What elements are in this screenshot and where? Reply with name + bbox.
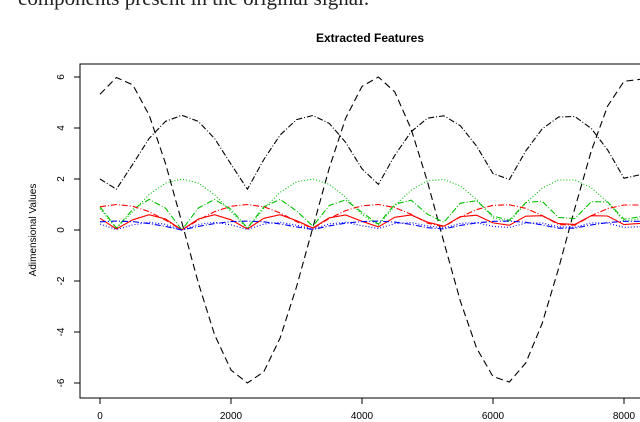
x-tick-label: 8000 bbox=[613, 411, 636, 422]
y-axis-label: Adimensional Values bbox=[28, 184, 39, 277]
y-tick-label: 0 bbox=[56, 227, 67, 233]
plot-frame bbox=[79, 63, 640, 399]
caption-fragment: components present in the original signa… bbox=[18, 0, 369, 11]
series-line-1 bbox=[99, 76, 640, 384]
series-line-4 bbox=[99, 198, 640, 231]
x-tick-label: 4000 bbox=[351, 411, 374, 422]
x-tick-label: 2000 bbox=[220, 411, 243, 422]
series-line-6 bbox=[99, 214, 640, 231]
y-tick-label: 4 bbox=[56, 125, 67, 131]
series-line-5 bbox=[99, 203, 640, 231]
series-line-8 bbox=[99, 221, 640, 231]
x-tick-label: 6000 bbox=[482, 411, 505, 422]
y-tick-label: 6 bbox=[56, 74, 67, 80]
x-tick-label: 0 bbox=[97, 411, 103, 422]
y-tick-label: -2 bbox=[56, 276, 67, 285]
y-tick-label: -6 bbox=[56, 378, 67, 387]
series-line-7 bbox=[99, 220, 640, 231]
y-tick-label: -4 bbox=[56, 327, 67, 336]
series-line-3 bbox=[99, 178, 640, 230]
y-tick-label: 2 bbox=[56, 176, 67, 182]
chart-title: Extracted Features bbox=[316, 31, 424, 45]
series-line-2 bbox=[99, 114, 640, 191]
